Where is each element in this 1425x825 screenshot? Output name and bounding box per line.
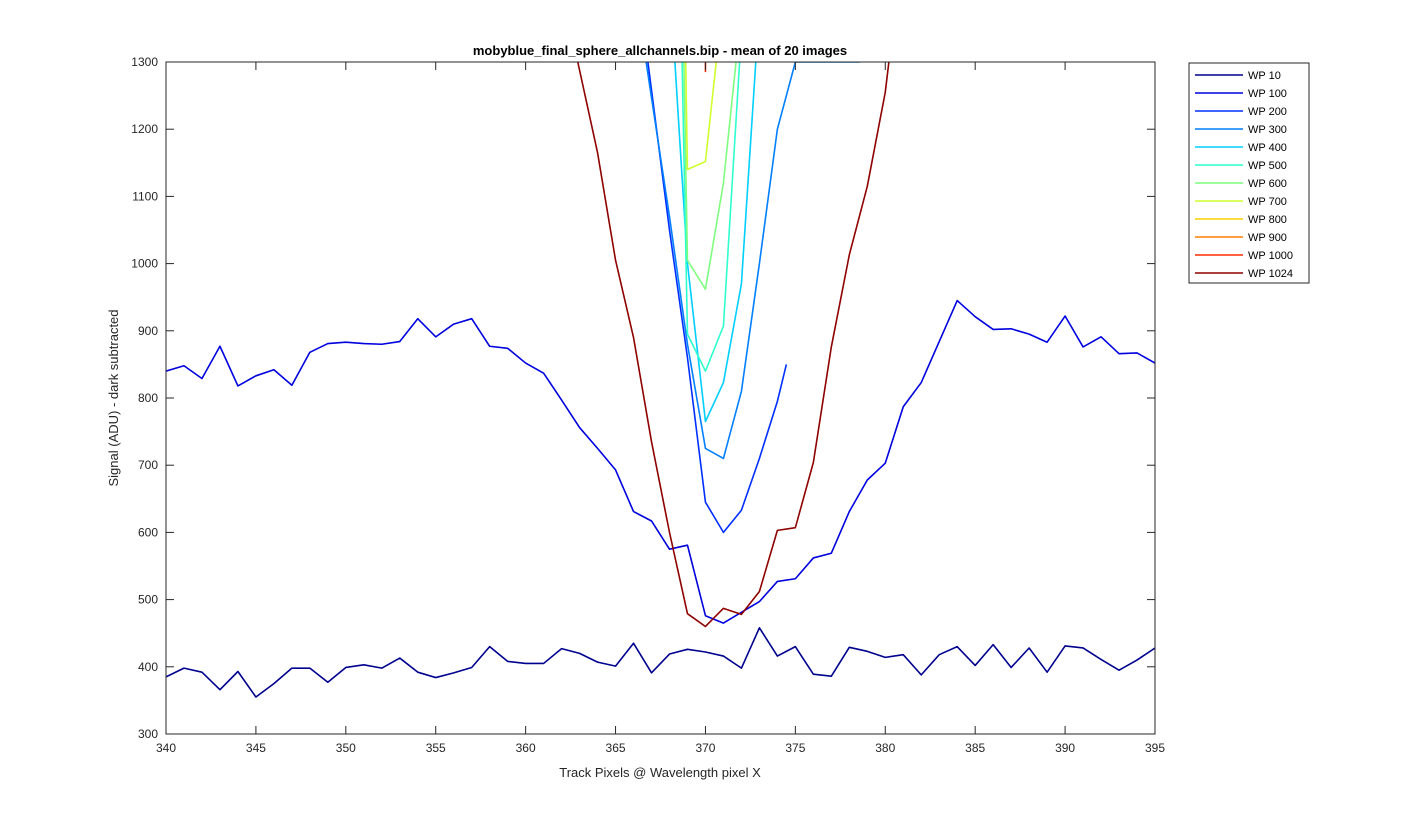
x-axis-title: Track Pixels @ Wavelength pixel X (559, 765, 761, 780)
legend-box (1188, 62, 1310, 284)
y-tick-label: 400 (138, 660, 158, 674)
x-tick-label: 390 (1055, 741, 1075, 755)
series-line-wp-100 (166, 299, 1155, 624)
x-tick-label: 350 (336, 741, 356, 755)
y-tick-label: 300 (138, 727, 158, 741)
series-layer (166, 62, 1155, 698)
x-tick-label: 345 (246, 741, 266, 755)
series-line-wp-1024 (576, 62, 890, 628)
x-tick-label: 395 (1145, 741, 1165, 755)
series-line-wp-600 (683, 62, 737, 290)
legend-label: WP 900 (1248, 232, 1287, 244)
series-line-wp-200 (647, 62, 788, 534)
chart-title: mobyblue_final_sphere_allchannels.bip - … (473, 43, 847, 58)
legend-label: WP 200 (1248, 106, 1287, 118)
series-line-wp-700 (684, 62, 718, 171)
legend: WP 10 WP 100 WP 200 WP 300 WP 400 WP 500 WP 60… (1188, 62, 1310, 284)
legend-label: WP 1000 (1248, 250, 1293, 262)
legend-label: WP 400 (1248, 142, 1287, 154)
y-tick-label: 500 (138, 593, 158, 607)
x-tick-label: 355 (426, 741, 446, 755)
legend-label: WP 10 (1248, 70, 1281, 82)
y-tick-label: 900 (138, 324, 158, 338)
y-tick-label: 600 (138, 525, 158, 539)
x-tick-label: 340 (156, 741, 176, 755)
legend-label: WP 1024 (1248, 268, 1293, 280)
x-tick-label: 360 (516, 741, 536, 755)
y-tick-label: 700 (138, 458, 158, 472)
legend-label: WP 600 (1248, 178, 1287, 190)
y-tick-label: 1200 (131, 122, 158, 136)
y-axis-title: Signal (ADU) - dark subtracted (106, 309, 121, 486)
x-tick-label: 380 (875, 741, 895, 755)
x-tick-label: 365 (606, 741, 626, 755)
series-line-wp-300 (645, 62, 861, 460)
y-tick-label: 1100 (132, 189, 158, 203)
legend-label: WP 100 (1248, 88, 1287, 100)
legend-label: WP 500 (1248, 160, 1287, 172)
series-line-wp-10 (166, 627, 1155, 698)
plot-area (166, 62, 1155, 734)
legend-label: WP 800 (1248, 214, 1287, 226)
plot-frame (165, 61, 1156, 735)
y-tick-label: 800 (138, 391, 158, 405)
x-tick-label: 385 (965, 741, 985, 755)
y-tick-label: 1300 (131, 55, 158, 69)
axes-layer: 340 345 350 355 360 365 370 375 380 385 390 395 300 4… (131, 55, 1165, 755)
x-tick-label: 375 (785, 741, 805, 755)
y-tick-label: 1000 (131, 257, 158, 271)
legend-label: WP 700 (1248, 196, 1287, 208)
x-tick-label: 370 (695, 741, 715, 755)
series-line-wp-500 (681, 62, 741, 372)
legend-label: WP 300 (1248, 124, 1287, 136)
